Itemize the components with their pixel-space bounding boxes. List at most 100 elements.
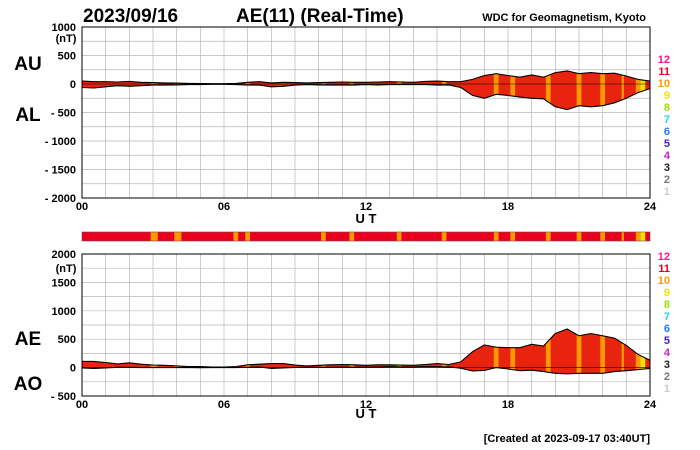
legend-count-12: 12 <box>658 54 670 66</box>
legend-count-10: 10 <box>658 275 670 287</box>
plot-frame <box>81 253 651 397</box>
legend-count-12: 12 <box>658 251 670 263</box>
x-tick-label: 18 <box>502 201 514 213</box>
x-axis-label-2: U T <box>356 406 377 421</box>
envelope-count-band <box>510 329 516 374</box>
strip-segment <box>576 232 582 241</box>
legend-count-3: 3 <box>664 162 670 174</box>
figure-title: AE(11) (Real-Time) <box>236 6 404 27</box>
envelope-count-band <box>640 70 646 110</box>
envelope-count-band <box>635 70 641 110</box>
y-tick-label: 500 <box>58 51 76 63</box>
strip-segment <box>510 232 516 241</box>
strip-segment <box>150 232 158 241</box>
legend-count-5: 5 <box>664 138 670 150</box>
y-tick-label: 0 <box>70 363 76 375</box>
station-count-strip <box>81 231 651 242</box>
ao-label: AO <box>14 374 43 395</box>
x-tick-label: 24 <box>644 399 657 411</box>
y-tick-label: 1500 <box>52 277 76 289</box>
legend-count-11: 11 <box>658 263 670 275</box>
x-tick-label: 12 <box>360 399 372 411</box>
strip-segment <box>621 232 624 241</box>
legend-count-6: 6 <box>664 126 670 138</box>
legend-count-11: 11 <box>658 66 670 78</box>
x-tick-label: 12 <box>360 201 372 213</box>
envelope-count-band <box>576 329 582 374</box>
y-units-label-1: (nT) <box>56 33 77 45</box>
institution-label: WDC for Geomagnetism, Kyoto <box>482 12 646 24</box>
y-tick-label: 500 <box>58 334 76 346</box>
y-units-label-2: (nT) <box>56 263 77 275</box>
legend-count-3: 3 <box>664 359 670 371</box>
legend-count-7: 7 <box>664 311 670 323</box>
series-line-au <box>81 70 651 85</box>
y-tick-label: - 500 <box>51 391 76 403</box>
legend-count-8: 8 <box>664 102 670 114</box>
legend-count-2: 2 <box>664 174 670 186</box>
envelope-count-band <box>545 329 551 374</box>
envelope-count-band <box>510 70 516 110</box>
envelope-count-band <box>545 70 551 110</box>
x-tick-label: 18 <box>502 399 514 411</box>
strip-segment <box>174 232 182 241</box>
x-tick-label: 00 <box>76 201 88 213</box>
envelope-count-band <box>621 329 624 374</box>
date-label: 2023/09/16 <box>83 6 178 27</box>
legend-count-1: 1 <box>664 383 670 395</box>
plot-frame <box>81 26 651 199</box>
x-axis-label-1: U T <box>356 211 377 226</box>
x-tick-label: 06 <box>218 399 230 411</box>
envelope-count-band <box>493 70 499 110</box>
strip-segment <box>245 232 251 241</box>
legend-count-1: 1 <box>664 186 670 198</box>
legend-count-9: 9 <box>664 90 670 102</box>
y-tick-label: 0 <box>70 79 76 91</box>
y-tick-label: 1000 <box>52 306 76 318</box>
legend-count-4: 4 <box>664 347 671 359</box>
y-tick-label: - 1500 <box>45 165 76 177</box>
x-tick-label: 06 <box>218 201 230 213</box>
strip-segment <box>321 232 326 241</box>
strip-segment <box>349 232 355 241</box>
envelope-count-band <box>600 329 606 374</box>
strip-segment <box>493 232 499 241</box>
envelope-count-band <box>600 70 606 110</box>
strip-segment <box>640 232 646 241</box>
legend-count-6: 6 <box>664 323 670 335</box>
envelope-count-band <box>621 70 624 110</box>
y-tick-label: - 500 <box>51 108 76 120</box>
au-label: AU <box>14 54 41 75</box>
strip-frame <box>81 231 651 242</box>
ae-label: AE <box>15 329 41 350</box>
legend-count-7: 7 <box>664 114 670 126</box>
series-line-ae <box>82 328 651 368</box>
legend-count-8: 8 <box>664 299 670 311</box>
strip-segment <box>635 232 641 241</box>
legend-count-5: 5 <box>664 335 670 347</box>
legend-count-4: 4 <box>664 150 671 162</box>
envelope-count-band <box>576 70 582 110</box>
envelope-count-band <box>493 329 499 374</box>
legend-count-2: 2 <box>664 371 670 383</box>
created-timestamp: [Created at 2023-09-17 03:40UT] <box>484 433 651 445</box>
strip-base <box>82 232 650 241</box>
legend-count-9: 9 <box>664 287 670 299</box>
strip-segment <box>233 232 239 241</box>
x-tick-label: 00 <box>76 399 88 411</box>
series-line-al <box>81 83 651 111</box>
strip-segment <box>441 232 447 241</box>
y-tick-label: - 2000 <box>45 193 76 205</box>
al-label: AL <box>15 105 41 126</box>
legend-count-10: 10 <box>658 78 670 90</box>
strip-segment <box>600 232 606 241</box>
x-tick-label: 24 <box>644 201 657 213</box>
strip-segment <box>396 232 402 241</box>
y-tick-label: 2000 <box>52 249 76 261</box>
y-tick-label: - 1000 <box>45 136 76 148</box>
